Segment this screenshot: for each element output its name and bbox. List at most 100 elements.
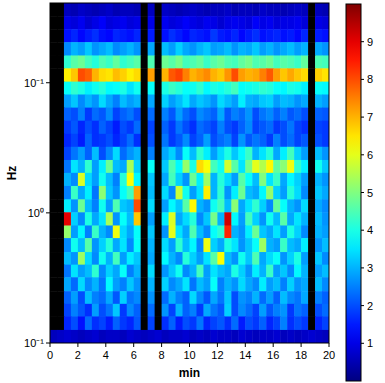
cell	[294, 121, 301, 135]
cell	[183, 212, 190, 226]
cell	[148, 108, 155, 122]
cell	[301, 330, 308, 343]
cell	[78, 225, 85, 238]
cell	[217, 238, 224, 252]
cell	[273, 225, 280, 238]
cell	[176, 212, 183, 226]
cell	[176, 68, 183, 82]
cell	[50, 173, 57, 187]
cell	[196, 316, 203, 330]
cell	[224, 291, 231, 304]
cell	[176, 134, 183, 147]
cell	[322, 277, 329, 291]
cell	[203, 173, 210, 187]
cell	[245, 330, 252, 343]
cell	[155, 55, 162, 68]
cell	[301, 68, 308, 82]
cell	[120, 147, 127, 161]
cell	[141, 212, 148, 226]
cell	[155, 304, 162, 317]
cell	[308, 330, 315, 343]
cell	[50, 3, 57, 17]
cell	[252, 225, 259, 238]
cell	[224, 121, 231, 135]
cell	[99, 186, 106, 200]
cell	[99, 212, 106, 226]
cell	[183, 3, 190, 17]
cell	[266, 225, 273, 238]
cell	[141, 134, 148, 147]
cell	[71, 265, 78, 278]
cell	[71, 82, 78, 95]
cell	[224, 316, 231, 330]
cell	[190, 304, 197, 317]
cell	[106, 82, 113, 95]
cell	[113, 95, 120, 109]
cell	[301, 199, 308, 212]
cell	[64, 212, 71, 226]
cell	[134, 225, 141, 238]
y-tick	[46, 212, 50, 213]
cell	[322, 316, 329, 330]
cell	[217, 277, 224, 291]
cell	[183, 160, 190, 173]
cell	[71, 304, 78, 317]
cell	[196, 29, 203, 42]
cell	[113, 55, 120, 68]
cell	[294, 316, 301, 330]
cell	[315, 121, 322, 135]
cell	[259, 42, 266, 56]
cell	[127, 265, 134, 278]
cell	[190, 3, 197, 17]
cell	[252, 316, 259, 330]
cell	[259, 160, 266, 173]
cell	[176, 147, 183, 161]
cell	[113, 82, 120, 95]
cell	[64, 252, 71, 265]
cell	[217, 252, 224, 265]
cell	[203, 212, 210, 226]
cell	[252, 147, 259, 161]
cell	[301, 186, 308, 200]
cell	[294, 108, 301, 122]
cell	[322, 134, 329, 147]
cell	[148, 173, 155, 187]
cell	[273, 265, 280, 278]
cell	[183, 238, 190, 252]
cell	[266, 55, 273, 68]
cell	[259, 186, 266, 200]
cell	[141, 68, 148, 82]
cell	[245, 147, 252, 161]
cell	[169, 291, 176, 304]
cell	[155, 225, 162, 238]
cell	[78, 291, 85, 304]
cell	[120, 95, 127, 109]
cell	[127, 160, 134, 173]
cell	[155, 186, 162, 200]
cell	[308, 291, 315, 304]
cell	[99, 95, 106, 109]
cell	[183, 108, 190, 122]
cell	[308, 304, 315, 317]
cell	[162, 3, 169, 17]
cell	[85, 160, 92, 173]
cell	[301, 238, 308, 252]
cell	[301, 42, 308, 56]
cell	[203, 252, 210, 265]
cell	[176, 55, 183, 68]
cell	[162, 108, 169, 122]
cell	[287, 160, 294, 173]
cell	[134, 265, 141, 278]
cell	[210, 147, 217, 161]
cell	[57, 212, 64, 226]
cell	[127, 42, 134, 56]
cell	[134, 16, 141, 30]
cell	[294, 330, 301, 343]
cell	[183, 330, 190, 343]
cell	[273, 29, 280, 42]
cell	[190, 265, 197, 278]
cell	[224, 186, 231, 200]
cell	[141, 330, 148, 343]
cell	[127, 173, 134, 187]
cell	[238, 199, 245, 212]
